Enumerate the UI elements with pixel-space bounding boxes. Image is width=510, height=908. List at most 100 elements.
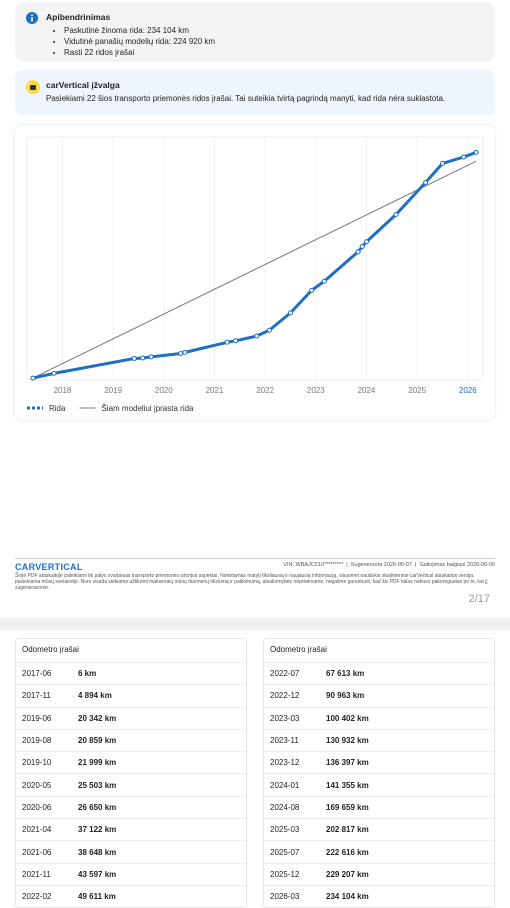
- date: 2025-07: [270, 847, 300, 857]
- vin: VIN: WBAJC510*********: [283, 562, 344, 568]
- summary-title: Apibendrinimas: [46, 12, 111, 22]
- summary-box: Apibendrinimas Paskutinė žinoma rida: 23…: [15, 2, 495, 62]
- data-point: [423, 179, 429, 185]
- data-point: [473, 149, 479, 155]
- data-point: [178, 350, 184, 356]
- table-row: 2023-12 136 397 km: [264, 751, 494, 773]
- data-point: [355, 249, 361, 255]
- date: 2021-06: [22, 847, 52, 857]
- mileage: 136 397 km: [326, 758, 369, 768]
- mileage: 21 999 km: [78, 758, 117, 768]
- disclaimer: Šioje PDF ataskaitoje pateikiami tik pat…: [15, 573, 488, 591]
- mileage: 67 613 km: [326, 669, 365, 679]
- legend-label: Rida: [49, 404, 66, 413]
- data-point: [321, 278, 327, 284]
- plot-area: [26, 136, 484, 381]
- mileage: 43 597 km: [78, 869, 117, 879]
- data-point: [363, 239, 369, 245]
- data-point: [233, 338, 239, 344]
- data-point: [140, 355, 146, 361]
- table-row: 2021-04 37 122 km: [16, 818, 246, 840]
- odometer-table: Odometro įrašai 2022-07 67 613 km 2022-12 90…: [263, 638, 495, 908]
- date: 2021-11: [22, 869, 51, 879]
- mileage: 229 207 km: [326, 869, 369, 879]
- data-point: [51, 370, 57, 376]
- table-row: 2025-12 229 207 km: [264, 862, 494, 885]
- date: 2022-02: [22, 892, 52, 902]
- summary-item: Paskutinė žinoma rida: 234 104 km: [64, 25, 215, 36]
- table-row: 2019-06 20 342 km: [16, 706, 246, 729]
- x-tick-label: 2025: [408, 386, 426, 395]
- x-tick-label: 2023: [307, 386, 325, 395]
- date: 2026-03: [270, 892, 300, 902]
- data-point: [266, 327, 272, 333]
- table-row: 2025-07 222 616 km: [264, 840, 494, 862]
- footer: CARVERTICAL VIN: WBAJC510********* | Sug…: [15, 558, 495, 605]
- data-point: [30, 375, 36, 381]
- insight-box: carVertical įžvalga Pasiekiami 22 šios t…: [15, 70, 495, 115]
- mileage: 49 611 km: [78, 892, 116, 902]
- mileage: 4 894 km: [78, 691, 112, 701]
- insight-icon: [26, 80, 40, 94]
- mileage: 141 355 km: [326, 780, 369, 790]
- table-row: 2023-11 130 932 km: [264, 728, 494, 751]
- mileage: 234 104 km: [326, 892, 369, 902]
- table-row: 2020-05 25 503 km: [16, 773, 246, 795]
- table-row: 2024-01 141 355 km: [264, 773, 494, 795]
- data-point: [439, 160, 445, 166]
- table-row: 2020-06 26 650 km: [16, 795, 246, 818]
- mileage: 37 122 km: [78, 825, 117, 835]
- table-row: 2026-03 234 104 km: [264, 884, 494, 907]
- mileage: 202 817 km: [326, 825, 369, 835]
- date: 2023-03: [270, 713, 300, 723]
- data-point: [287, 310, 293, 316]
- mileage: 20 342 km: [78, 713, 117, 723]
- data-point: [461, 154, 467, 160]
- mileage: 38 648 km: [78, 847, 117, 857]
- x-tick-label: 2024: [358, 386, 376, 395]
- mileage: 25 503 km: [78, 780, 117, 790]
- legend-label: Šiam modeliui įprasta rida: [101, 404, 194, 413]
- x-tick-label: 2026: [459, 386, 477, 395]
- data-point: [309, 287, 315, 293]
- data-point: [224, 339, 230, 345]
- data-point: [393, 211, 399, 217]
- table-row: 2025-03 202 817 km: [264, 818, 494, 840]
- table-row: 2019-08 20 859 km: [16, 728, 246, 751]
- table-row: 2023-03 100 402 km: [264, 706, 494, 729]
- date: 2022-07: [270, 669, 300, 679]
- date: 2020-06: [22, 802, 52, 812]
- date: 2017-06: [22, 669, 52, 679]
- date: 2021-04: [22, 825, 52, 835]
- date: 2020-05: [22, 780, 52, 790]
- table-row: 2019-10 21 999 km: [16, 751, 246, 773]
- date: 2025-03: [270, 825, 300, 835]
- odometer-table: Odometro įrašai 2017-06 6 km 2017-11 4 894 k…: [15, 638, 247, 908]
- table-row: 2021-11 43 597 km: [16, 862, 246, 885]
- table-title: Odometro įrašai: [270, 645, 327, 654]
- data-point: [359, 244, 365, 250]
- date: 2019-06: [22, 713, 52, 723]
- x-tick-label: 2020: [155, 386, 173, 395]
- table-row: 2022-07 67 613 km: [264, 662, 494, 684]
- table-row: 2024-08 169 659 km: [264, 795, 494, 818]
- mileage: 100 402 km: [326, 713, 369, 723]
- date: 2023-11: [270, 736, 299, 746]
- mileage: 130 932 km: [326, 736, 369, 746]
- date: 2024-01: [270, 780, 300, 790]
- series-line: [32, 160, 477, 379]
- x-tick-label: 2019: [104, 386, 122, 395]
- date: 2022-12: [270, 691, 300, 701]
- date: 2019-08: [22, 736, 52, 746]
- date: 2024-08: [270, 802, 300, 812]
- data-point: [148, 354, 154, 360]
- info-icon: [26, 12, 38, 24]
- insight-text: Pasiekiami 22 šios transporto priemonės …: [46, 94, 446, 103]
- data-point: [131, 355, 137, 361]
- mileage: 222 616 km: [326, 847, 369, 857]
- page-number: 2/17: [468, 593, 490, 605]
- expires: Galiojimas baigiasi 2026-06-06: [419, 562, 495, 568]
- data-point: [254, 333, 260, 339]
- mileage: 20 859 km: [78, 736, 117, 746]
- summary-item: Vidutinė panašių modelių rida: 224 920 k…: [64, 36, 215, 47]
